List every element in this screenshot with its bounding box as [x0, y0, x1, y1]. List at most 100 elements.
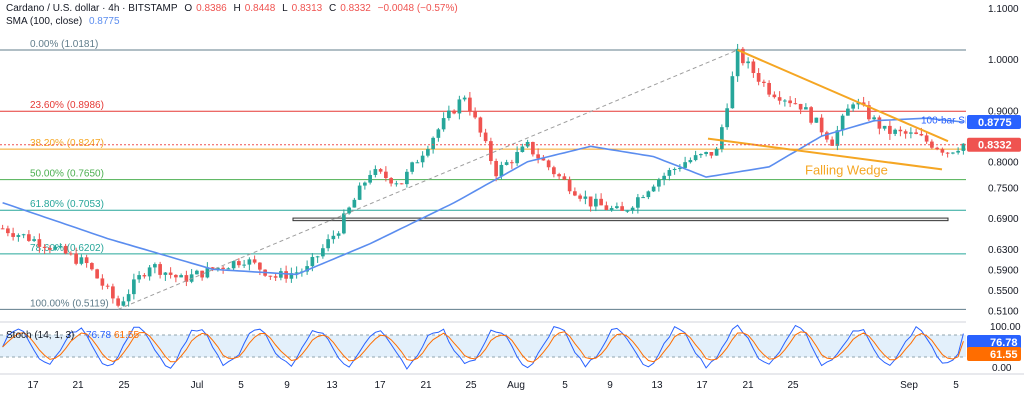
candle-body	[662, 175, 666, 180]
candle-body	[956, 150, 960, 153]
price-tick-0: 1.1000	[988, 4, 1019, 15]
price-tick-4: 0.8000	[988, 158, 1019, 169]
time-axis: 17 21 25 Jul 5 9 13 17 21 25 Aug 5 9 13 17 21 25 Sep 5	[27, 380, 959, 391]
price-tick-5: 0.7500	[988, 183, 1019, 194]
candle-body	[714, 148, 719, 156]
candle-body	[237, 261, 241, 266]
candle-body	[195, 270, 199, 275]
candle-body	[321, 248, 325, 257]
candle-body	[830, 139, 834, 146]
candle-body	[363, 182, 367, 186]
candle-body	[867, 105, 871, 120]
candle-body	[762, 81, 766, 83]
candle-body	[95, 269, 99, 279]
candle-body	[53, 246, 57, 250]
candle-body	[21, 234, 26, 236]
candle-body	[284, 271, 288, 279]
candle-body	[357, 185, 362, 200]
time-tick-10: Aug	[507, 380, 525, 391]
candle-body	[909, 132, 913, 134]
candle-body	[279, 271, 283, 278]
low-label: L	[282, 3, 288, 14]
candle-body	[919, 133, 924, 136]
price-tick-1: 1.0000	[988, 55, 1019, 66]
fib-label-3: 50.00% (0.7650)	[30, 169, 104, 180]
candle-body	[378, 169, 383, 172]
time-tick-3: Jul	[191, 380, 204, 391]
candle-body	[116, 298, 120, 306]
candle-body	[242, 264, 246, 266]
sma-label: SMA (100, close)	[6, 16, 83, 27]
candle-body	[11, 233, 15, 237]
candle-body	[636, 197, 640, 208]
candle-body	[746, 61, 750, 64]
candle-body	[594, 198, 598, 207]
stoch-d-value: 61.55	[114, 330, 139, 341]
candle-body	[331, 235, 336, 240]
candle-body	[315, 256, 320, 258]
candle-body	[216, 267, 220, 270]
candle-body	[121, 301, 126, 306]
time-tick-8: 21	[420, 380, 432, 391]
time-tick-2: 25	[118, 380, 130, 391]
candle-body	[310, 256, 315, 267]
candle-body	[468, 97, 472, 112]
candle-body	[772, 94, 777, 98]
candle-body	[179, 275, 183, 278]
candle-body	[79, 257, 84, 264]
candle-body	[84, 257, 89, 264]
candle-body	[510, 162, 514, 164]
candle-body	[667, 170, 672, 176]
candle-body	[100, 278, 105, 286]
stoch-label: Stoch (14, 1, 3)	[6, 330, 74, 341]
candle-body	[536, 154, 540, 159]
candle-body	[268, 275, 273, 277]
candle-body	[16, 235, 21, 237]
candle-body	[898, 129, 903, 132]
candle-body	[924, 135, 929, 142]
time-tick-6: 13	[326, 380, 338, 391]
fib-label-2: 38.20% (0.8247)	[30, 138, 104, 149]
candle-body	[630, 207, 635, 211]
candle-body	[452, 110, 456, 114]
candle-body	[672, 168, 677, 171]
candle-body	[520, 146, 525, 153]
stoch-k-badge: 76.78	[990, 337, 1018, 349]
candle-body	[531, 141, 535, 155]
candle-body	[426, 149, 430, 156]
candle-body	[126, 294, 131, 302]
high-value: 0.8448	[244, 3, 276, 14]
candle-body	[27, 234, 31, 241]
time-tick-1: 21	[72, 380, 84, 391]
candle-body	[578, 195, 582, 199]
candle-body	[489, 141, 493, 162]
time-tick-4: 5	[238, 380, 244, 391]
open-label: O	[184, 3, 193, 14]
candle-body	[835, 130, 840, 146]
candle-body	[693, 155, 698, 161]
falling-wedge-label: Falling Wedge	[805, 163, 888, 178]
candle-body	[342, 213, 346, 234]
time-tick-18: 5	[953, 380, 959, 391]
wedge-lower-line	[707, 137, 943, 171]
candle-body	[499, 164, 504, 177]
current-price-badge: 0.8332	[967, 137, 1021, 152]
candle-body	[368, 174, 372, 183]
candle-body	[945, 152, 950, 154]
candle-body	[935, 147, 939, 150]
candle-body	[494, 161, 498, 177]
stoch-d-badge: 61.55	[990, 349, 1018, 361]
time-tick-11: 5	[562, 380, 568, 391]
wedge-upper-line	[737, 49, 949, 143]
candle-body	[688, 160, 693, 163]
candle-body	[819, 117, 824, 133]
time-tick-7: 17	[374, 380, 386, 391]
candle-body	[32, 239, 36, 241]
time-tick-16: 25	[787, 380, 799, 391]
candle-body	[405, 171, 409, 185]
price-tick-2: 0.9000	[988, 106, 1019, 117]
candle-body	[678, 167, 682, 169]
candle-body	[751, 61, 756, 74]
